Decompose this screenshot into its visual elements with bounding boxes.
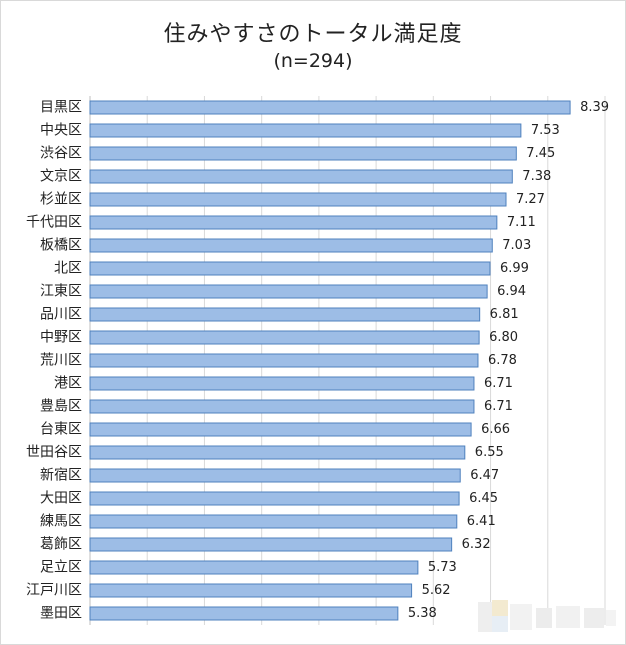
category-label: 大田区 [40,491,82,507]
category-label: 足立区 [40,560,82,576]
bar [89,330,480,345]
bar [89,192,507,207]
category-label: 墨田区 [40,606,82,622]
category-label: 新宿区 [40,467,82,484]
category-label: 文京区 [40,169,82,185]
bar [89,560,419,575]
bar [89,606,399,621]
category-label: 中野区 [40,330,82,346]
category-label: 世田谷区 [26,445,82,461]
bar [89,583,413,598]
data-label: 7.45 [526,146,555,161]
category-label: 中央区 [40,123,82,139]
category-label: 板橋区 [40,238,82,254]
category-label: 台東区 [40,422,82,438]
data-label: 8.39 [580,100,609,115]
data-label: 6.66 [481,422,510,437]
category-label: 葛飾区 [40,537,82,553]
data-label: 6.55 [475,445,504,460]
category-label: 練馬区 [40,514,82,530]
bar [89,123,522,138]
bar [89,537,453,552]
data-label: 6.32 [462,537,491,552]
bar [89,422,472,437]
category-label: 荒川区 [40,353,82,369]
category-label: 渋谷区 [40,146,82,162]
data-label: 6.80 [489,330,518,345]
data-label: 6.99 [500,261,529,276]
bar [89,261,491,276]
category-label: 江東区 [40,284,82,300]
bar [89,376,475,391]
data-label: 5.38 [408,606,437,621]
bar [89,215,498,230]
data-label: 7.38 [522,169,551,184]
data-label: 6.94 [497,284,526,299]
bar [89,399,475,414]
category-label: 千代田区 [26,215,82,231]
bar [89,514,458,529]
bar [89,307,481,322]
data-label: 6.71 [484,399,513,414]
category-label: 品川区 [40,307,82,323]
data-label: 7.03 [502,238,531,253]
bar [89,100,571,115]
chart-subtitle: (n=294) [273,50,353,72]
bar [89,169,513,184]
data-label: 6.45 [469,491,498,506]
category-label: 豊島区 [40,399,82,415]
data-label: 6.81 [490,307,519,322]
bar [89,284,488,299]
bar [89,146,517,161]
data-label: 7.53 [531,123,560,138]
bar [89,238,493,253]
bar [89,445,466,460]
watermark-blur [478,600,616,636]
data-label: 7.27 [516,192,545,207]
category-label: 港区 [54,376,82,392]
category-label: 目黒区 [40,100,82,116]
data-label: 6.71 [484,376,513,391]
bar [89,468,461,483]
category-label: 江戸川区 [26,583,82,599]
data-label: 5.73 [428,560,457,575]
category-label: 北区 [54,261,82,277]
category-label: 杉並区 [40,192,82,208]
bar [89,491,460,506]
data-label: 7.11 [507,215,536,230]
data-label: 6.78 [488,353,517,368]
bar [89,353,479,368]
data-label: 6.41 [467,514,496,529]
data-label: 5.62 [422,583,451,598]
data-label: 6.47 [470,468,499,483]
chart-title: 住みやすさのトータル満足度 [163,22,463,47]
